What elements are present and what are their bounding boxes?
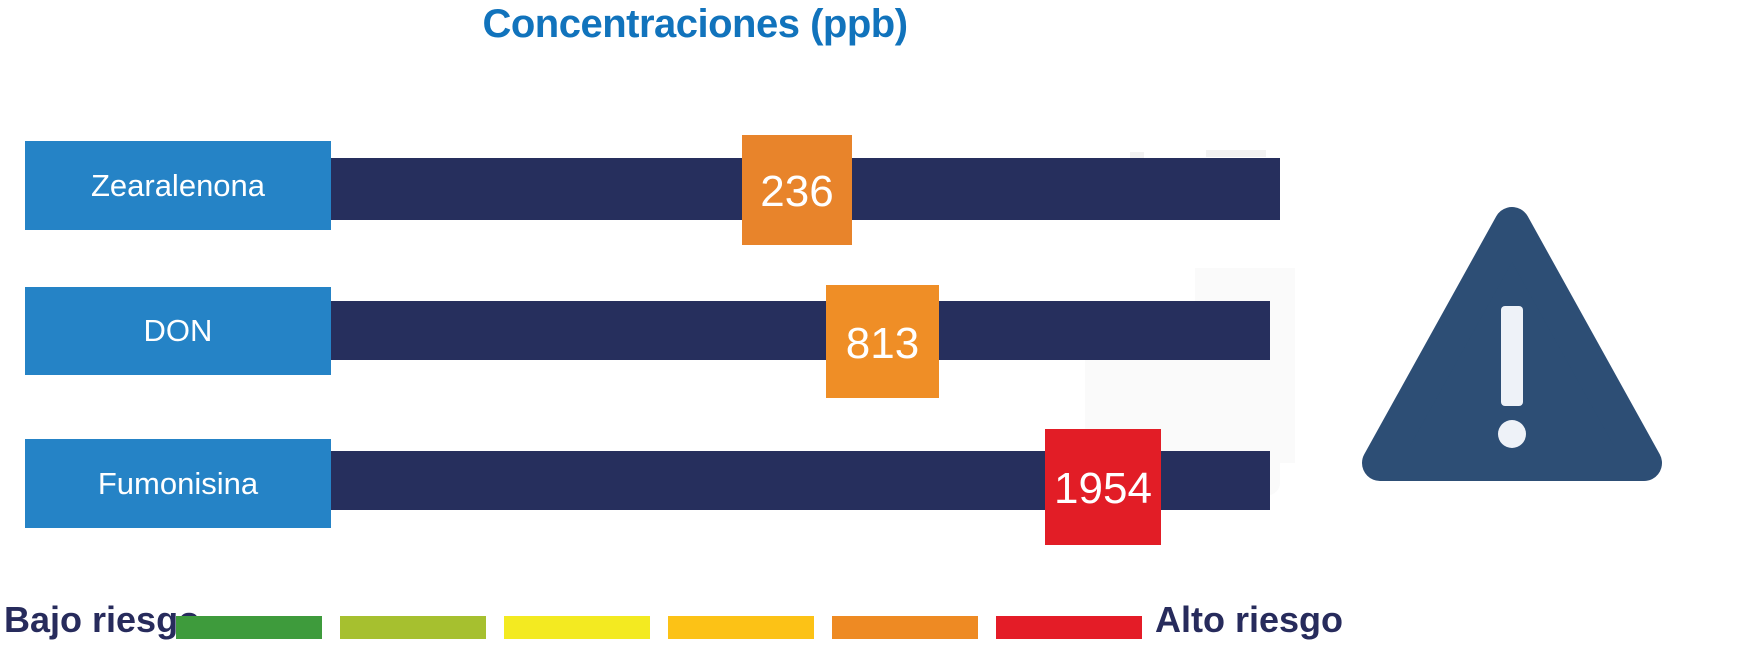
- chart-title: Concentraciones (ppb): [482, 2, 908, 46]
- exclamation-bar: [1501, 306, 1523, 406]
- category-label: DON: [143, 313, 213, 348]
- legend-low-risk-label: Bajo riesgo: [4, 599, 201, 640]
- faded-dash-artifact: [1206, 150, 1266, 157]
- bar-track: [331, 301, 1270, 360]
- faded-background-artifact: [1195, 268, 1295, 463]
- exclamation-dot: [1498, 420, 1526, 448]
- value-badge: 813: [826, 285, 939, 398]
- risk-swatch-5: [832, 616, 978, 639]
- value-badge: 1954: [1045, 429, 1161, 545]
- risk-scale: [176, 616, 1142, 639]
- category-label-box: DON: [25, 287, 331, 375]
- risk-swatch-4: [668, 616, 814, 639]
- risk-swatch-6: [996, 616, 1142, 639]
- category-label: Zearalenona: [90, 167, 266, 203]
- risk-swatch-2: [340, 616, 486, 639]
- value-badge: 236: [742, 135, 852, 245]
- faded-dash-artifact: [1130, 152, 1144, 159]
- category-label-box: Fumonisina: [25, 439, 331, 528]
- warning-triangle-icon: [1362, 207, 1662, 481]
- risk-swatch-1: [176, 616, 322, 639]
- category-label-box: Zearalenona: [25, 141, 331, 230]
- risk-swatch-3: [504, 616, 650, 639]
- legend-high-risk-label: Alto riesgo: [1155, 599, 1344, 640]
- category-label: Fumonisina: [97, 465, 259, 501]
